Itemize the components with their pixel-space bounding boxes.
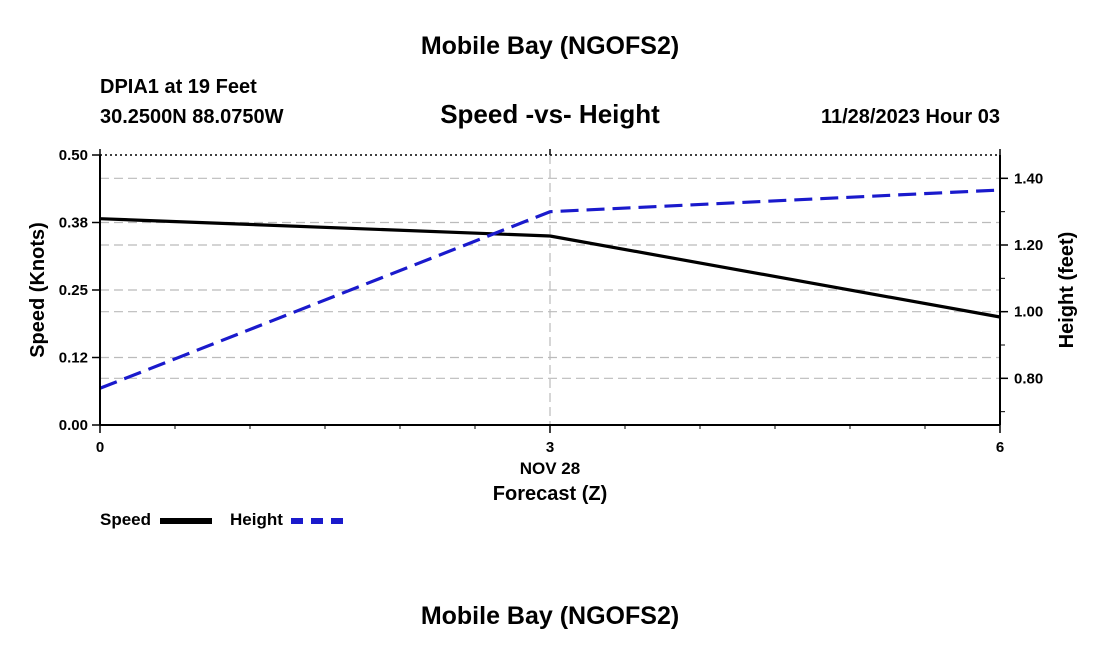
series-line-height [99,188,1001,390]
x-axis-label: Forecast (Z) [493,483,607,505]
chart-main-title: Mobile Bay (NGOFS2) [420,32,680,60]
axis-layer: 0.00 0.12 0.25 0.38 0.50 0.80 1.00 1.20 1.40 0 3 6 [59,147,1043,456]
x-tick-label-1: 3 [546,439,554,456]
chart-subtitle: Speed -vs- Height [440,99,660,129]
y-tick-label-left-4: 0.50 [59,147,88,164]
y-tick-label-right-1: 1.00 [1014,304,1043,321]
y-tick-label-right-2: 1.20 [1014,237,1043,254]
x-tick-label-2: 6 [996,439,1004,456]
station-label: DPIA1 at 19 Feet [100,76,257,98]
y-tick-label-left-2: 0.25 [59,282,88,299]
y-tick-label-left-0: 0.00 [59,417,88,434]
y-tick-label-left-3: 0.38 [59,215,88,232]
series-line-speed [99,217,1001,319]
y-tick-label-left-1: 0.12 [59,350,88,367]
y-tick-label-right-0: 0.80 [1014,370,1043,387]
x-date-label: NOV 28 [520,459,580,478]
y-axis-label-right: Height (feet) [1056,232,1078,349]
series-layer [99,188,1001,390]
y-tick-label-right-3: 1.40 [1014,170,1043,187]
legend-height-swatch [291,518,343,524]
legend-speed-label: Speed [100,510,152,529]
legend-height-label: Height [230,510,283,529]
forecast-datetime: 11/28/2023 Hour 03 [820,106,1000,128]
legend-speed-swatch [160,518,212,524]
x-tick-label-0: 0 [96,439,104,456]
station-coordinates: 30.2500N 88.0750W [100,106,284,128]
y-axis-label-left: Speed (Knots) [27,222,49,358]
footer-main-title: Mobile Bay (NGOFS2) [420,602,680,630]
grid-layer [100,155,1000,425]
